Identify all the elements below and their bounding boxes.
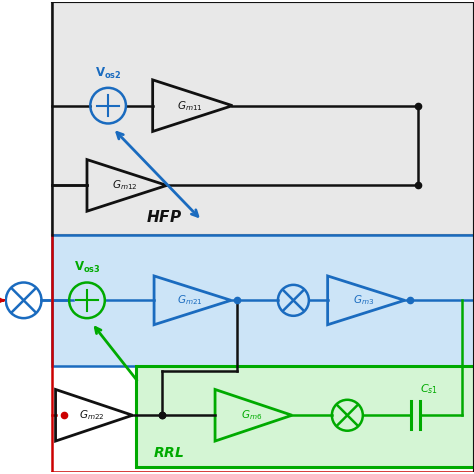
Text: $G_{m6}$: $G_{m6}$ — [241, 409, 262, 422]
Text: $G_{m12}$: $G_{m12}$ — [112, 179, 137, 192]
Text: $\bfit{RRL}$: $\bfit{RRL}$ — [153, 446, 184, 460]
Text: $G_{m21}$: $G_{m21}$ — [177, 293, 203, 307]
Bar — [52, 2, 474, 235]
Text: $\bfit{HFP}$: $\bfit{HFP}$ — [146, 210, 182, 225]
Text: $C_{s1}$: $C_{s1}$ — [420, 382, 438, 396]
Text: $\mathbf{V_{os2}}$: $\mathbf{V_{os2}}$ — [95, 66, 121, 81]
Text: $\mathbf{V_{os3}}$: $\mathbf{V_{os3}}$ — [73, 260, 100, 275]
Bar — [52, 235, 474, 366]
Text: $G_{m11}$: $G_{m11}$ — [177, 99, 203, 112]
Bar — [136, 366, 474, 467]
Text: $G_{m3}$: $G_{m3}$ — [353, 293, 374, 307]
Text: $G_{m22}$: $G_{m22}$ — [79, 409, 104, 422]
